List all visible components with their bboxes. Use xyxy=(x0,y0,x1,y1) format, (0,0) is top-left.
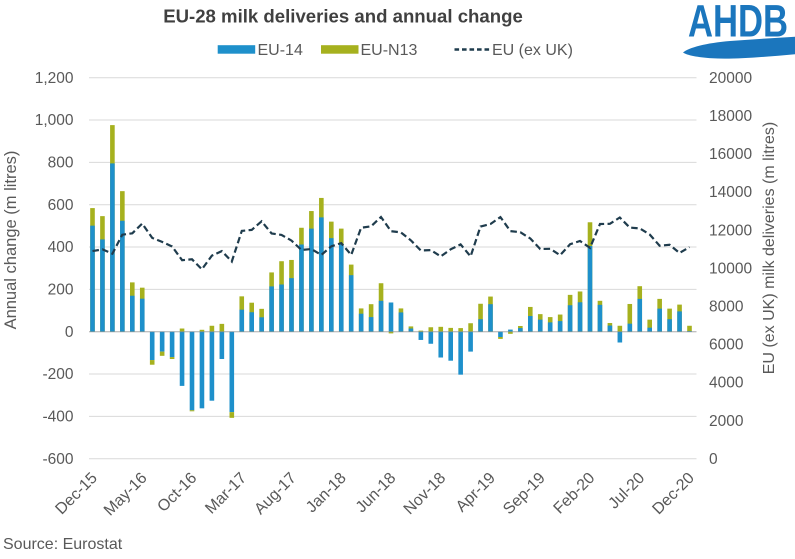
svg-text:Annual change (m litres): Annual change (m litres) xyxy=(2,151,20,330)
svg-text:200: 200 xyxy=(48,282,74,299)
svg-text:18000: 18000 xyxy=(709,108,752,125)
svg-text:4000: 4000 xyxy=(709,375,744,392)
svg-text:16000: 16000 xyxy=(709,146,752,163)
svg-text:400: 400 xyxy=(48,239,74,256)
svg-text:0: 0 xyxy=(65,324,74,341)
svg-text:Source: Eurostat: Source: Eurostat xyxy=(3,536,123,553)
svg-text:800: 800 xyxy=(48,155,74,172)
svg-text:14000: 14000 xyxy=(709,184,752,201)
svg-text:-600: -600 xyxy=(42,451,73,468)
svg-text:20000: 20000 xyxy=(709,70,752,87)
svg-text:EU-28 milk deliveries and annu: EU-28 milk deliveries and annual change xyxy=(163,5,523,26)
svg-text:-200: -200 xyxy=(42,366,73,383)
svg-text:0: 0 xyxy=(709,451,718,468)
svg-text:600: 600 xyxy=(48,197,74,214)
svg-text:10000: 10000 xyxy=(709,260,752,277)
svg-text:EU (ex UK) milk deliveries (m: EU (ex UK) milk deliveries (m litres) xyxy=(761,122,778,374)
svg-text:-400: -400 xyxy=(42,409,73,426)
svg-text:1,000: 1,000 xyxy=(35,112,74,129)
svg-text:1,200: 1,200 xyxy=(35,70,74,87)
svg-text:EU-14: EU-14 xyxy=(258,42,303,59)
svg-text:2000: 2000 xyxy=(709,413,744,430)
svg-text:8000: 8000 xyxy=(709,299,744,316)
svg-text:12000: 12000 xyxy=(709,222,752,239)
svg-text:EU-N13: EU-N13 xyxy=(361,42,418,59)
svg-text:6000: 6000 xyxy=(709,337,744,354)
svg-text:EU (ex UK): EU (ex UK) xyxy=(492,42,573,59)
